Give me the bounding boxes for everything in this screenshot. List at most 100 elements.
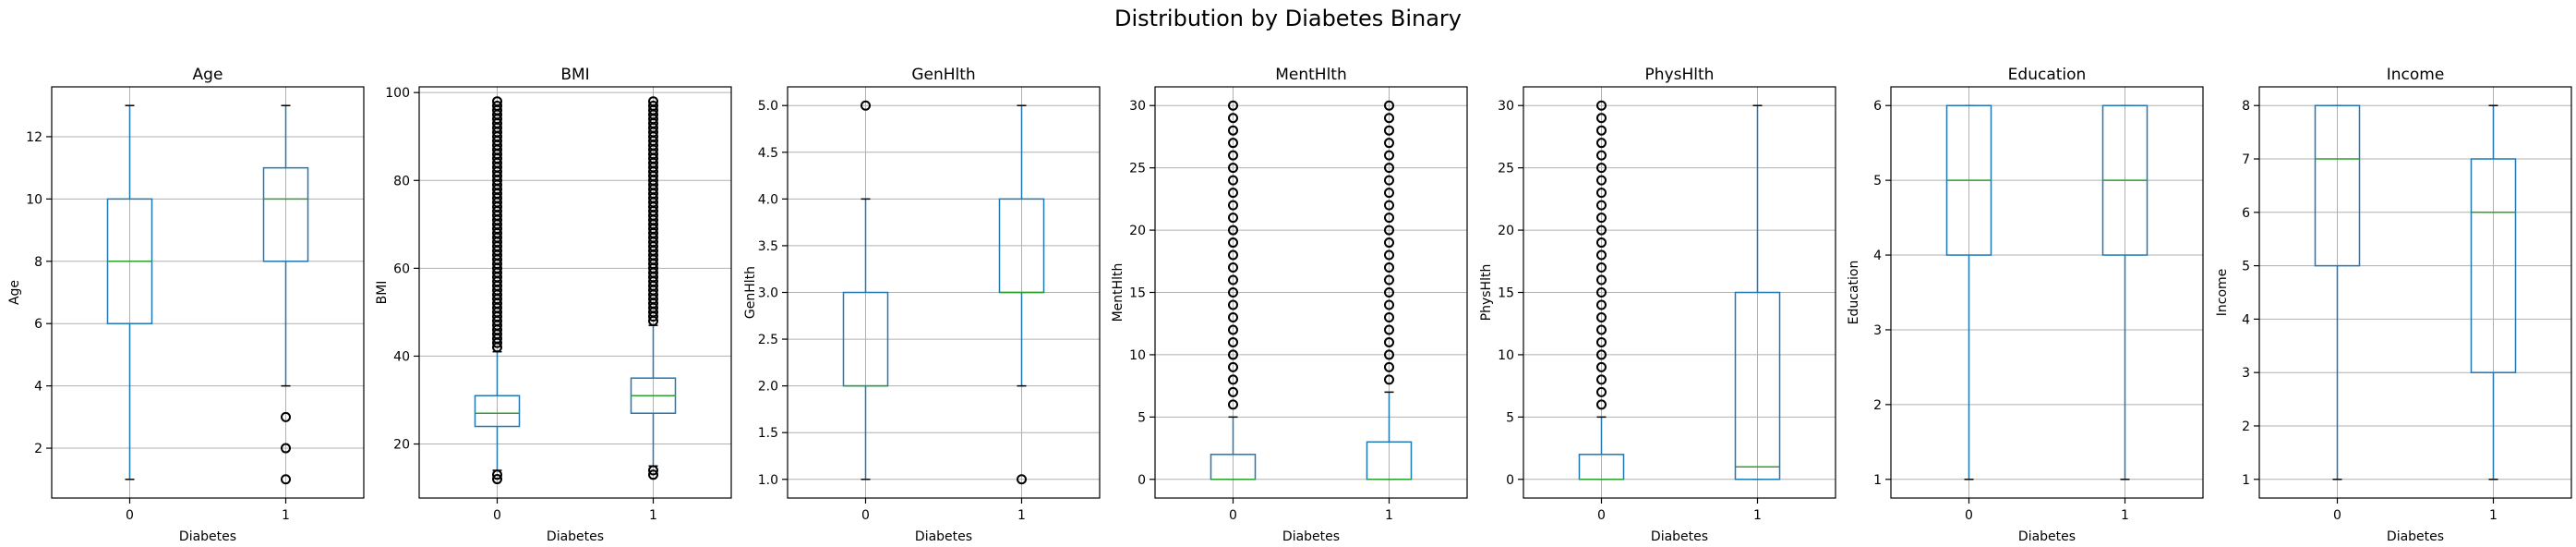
y-axis-label: Income — [2215, 269, 2230, 317]
outlier-point — [1596, 287, 1607, 298]
outlier-point — [1596, 150, 1607, 161]
outlier-point — [1384, 324, 1394, 335]
outlier-point — [648, 100, 658, 111]
y-tick-label: 1.0 — [758, 473, 778, 488]
y-tick-label: 10 — [1129, 348, 1146, 363]
axes-frame — [787, 86, 1101, 499]
box-iqr — [2470, 158, 2517, 373]
y-tick-label: 20 — [393, 438, 410, 453]
outlier-point — [1384, 150, 1394, 161]
outlier-point — [1596, 213, 1607, 224]
y-tick-label: 6 — [1873, 99, 1882, 114]
x-axis-label: Diabetes — [1651, 529, 1708, 544]
outlier-point — [1596, 399, 1607, 410]
y-tick-label: 7 — [2242, 152, 2250, 167]
y-tick-label: 0 — [1138, 473, 1146, 488]
y-tick-label: 4 — [1873, 249, 1882, 263]
outlier-point — [281, 443, 291, 454]
y-axis-label: BMI — [375, 281, 390, 305]
outlier-point — [648, 96, 658, 107]
outlier-point — [1596, 200, 1607, 211]
axes-frame — [1523, 86, 1836, 499]
y-tick-label: 20 — [1129, 224, 1146, 238]
outlier-point — [1596, 138, 1607, 149]
outlier-point — [1596, 336, 1607, 347]
axes-frame — [1154, 86, 1468, 499]
outlier-point — [492, 469, 502, 480]
x-axis-label: Diabetes — [1282, 529, 1340, 544]
figure-title: Distribution by Diabetes Binary — [1114, 6, 1462, 31]
y-tick-label: 0 — [1506, 473, 1514, 488]
x-tick-label: 1 — [649, 508, 657, 523]
outlier-point — [1228, 125, 1238, 136]
outlier-point — [1228, 274, 1238, 286]
outlier-point — [1596, 113, 1607, 124]
outlier-point — [1596, 225, 1607, 236]
outlier-point — [1228, 262, 1238, 274]
outlier-point — [1384, 274, 1394, 286]
outlier-point — [1228, 324, 1238, 335]
x-tick-label: 0 — [126, 508, 134, 523]
outlier-point — [1596, 237, 1607, 249]
subplot-title: Income — [2387, 66, 2445, 84]
y-tick-label: 5.0 — [758, 99, 778, 114]
outlier-point — [1384, 138, 1394, 149]
outlier-point — [1228, 249, 1238, 261]
outlier-point — [1596, 386, 1607, 397]
y-tick-label: 3 — [1873, 323, 1882, 338]
y-tick-label: 4 — [2242, 312, 2250, 327]
outlier-point — [1384, 188, 1394, 199]
outlier-point — [1228, 150, 1238, 161]
x-axis-label: Diabetes — [2018, 529, 2076, 544]
outlier-point — [648, 469, 658, 480]
outlier-point — [1596, 311, 1607, 322]
y-axis-label: GenHlth — [743, 266, 758, 319]
outlier-point — [1596, 374, 1607, 385]
x-tick-label: 1 — [282, 508, 290, 523]
y-tick-label: 1.5 — [758, 426, 778, 441]
outlier-point — [1384, 349, 1394, 360]
outlier-point — [1384, 200, 1394, 211]
outlier-point — [492, 100, 502, 111]
outlier-point — [1596, 188, 1607, 199]
x-tick-label: 0 — [493, 508, 501, 523]
outlier-point — [1228, 163, 1238, 174]
subplot-title: PhysHlth — [1645, 66, 1715, 84]
outlier-point — [1017, 474, 1027, 485]
outlier-point — [1384, 374, 1394, 385]
outlier-point — [1228, 237, 1238, 249]
y-tick-label: 8 — [2242, 99, 2250, 114]
axes-frame — [418, 86, 732, 499]
box-iqr — [474, 395, 521, 428]
y-tick-label: 15 — [1498, 286, 1514, 301]
y-tick-label: 6 — [2242, 206, 2250, 221]
outlier-point — [1384, 125, 1394, 136]
outlier-point — [1228, 225, 1238, 236]
outlier-point — [1228, 386, 1238, 397]
x-tick-label: 0 — [1229, 508, 1237, 523]
outlier-point — [1384, 225, 1394, 236]
y-tick-label: 2.0 — [758, 380, 778, 395]
outlier-point — [1384, 287, 1394, 298]
outlier-point — [1228, 213, 1238, 224]
outlier-point — [1228, 175, 1238, 186]
outlier-point — [1384, 299, 1394, 310]
y-tick-label: 8 — [34, 255, 42, 270]
y-tick-label: 4.5 — [758, 146, 778, 161]
outlier-point — [648, 465, 658, 476]
axes-frame — [2258, 86, 2572, 499]
outlier-point — [281, 474, 291, 485]
y-tick-label: 30 — [1129, 99, 1146, 114]
x-axis-label: Diabetes — [179, 529, 236, 544]
y-tick-label: 3.5 — [758, 239, 778, 254]
outlier-point — [1596, 349, 1607, 360]
y-tick-label: 60 — [393, 261, 410, 276]
y-tick-label: 5 — [1506, 410, 1514, 425]
subplot-title: Age — [193, 66, 223, 84]
y-tick-label: 5 — [2242, 260, 2250, 274]
y-axis-label: PhysHlth — [1479, 264, 1494, 322]
outlier-point — [1228, 287, 1238, 298]
y-tick-label: 12 — [26, 130, 42, 145]
subplot-title: MentHlth — [1275, 66, 1347, 84]
box-iqr — [2314, 104, 2361, 267]
